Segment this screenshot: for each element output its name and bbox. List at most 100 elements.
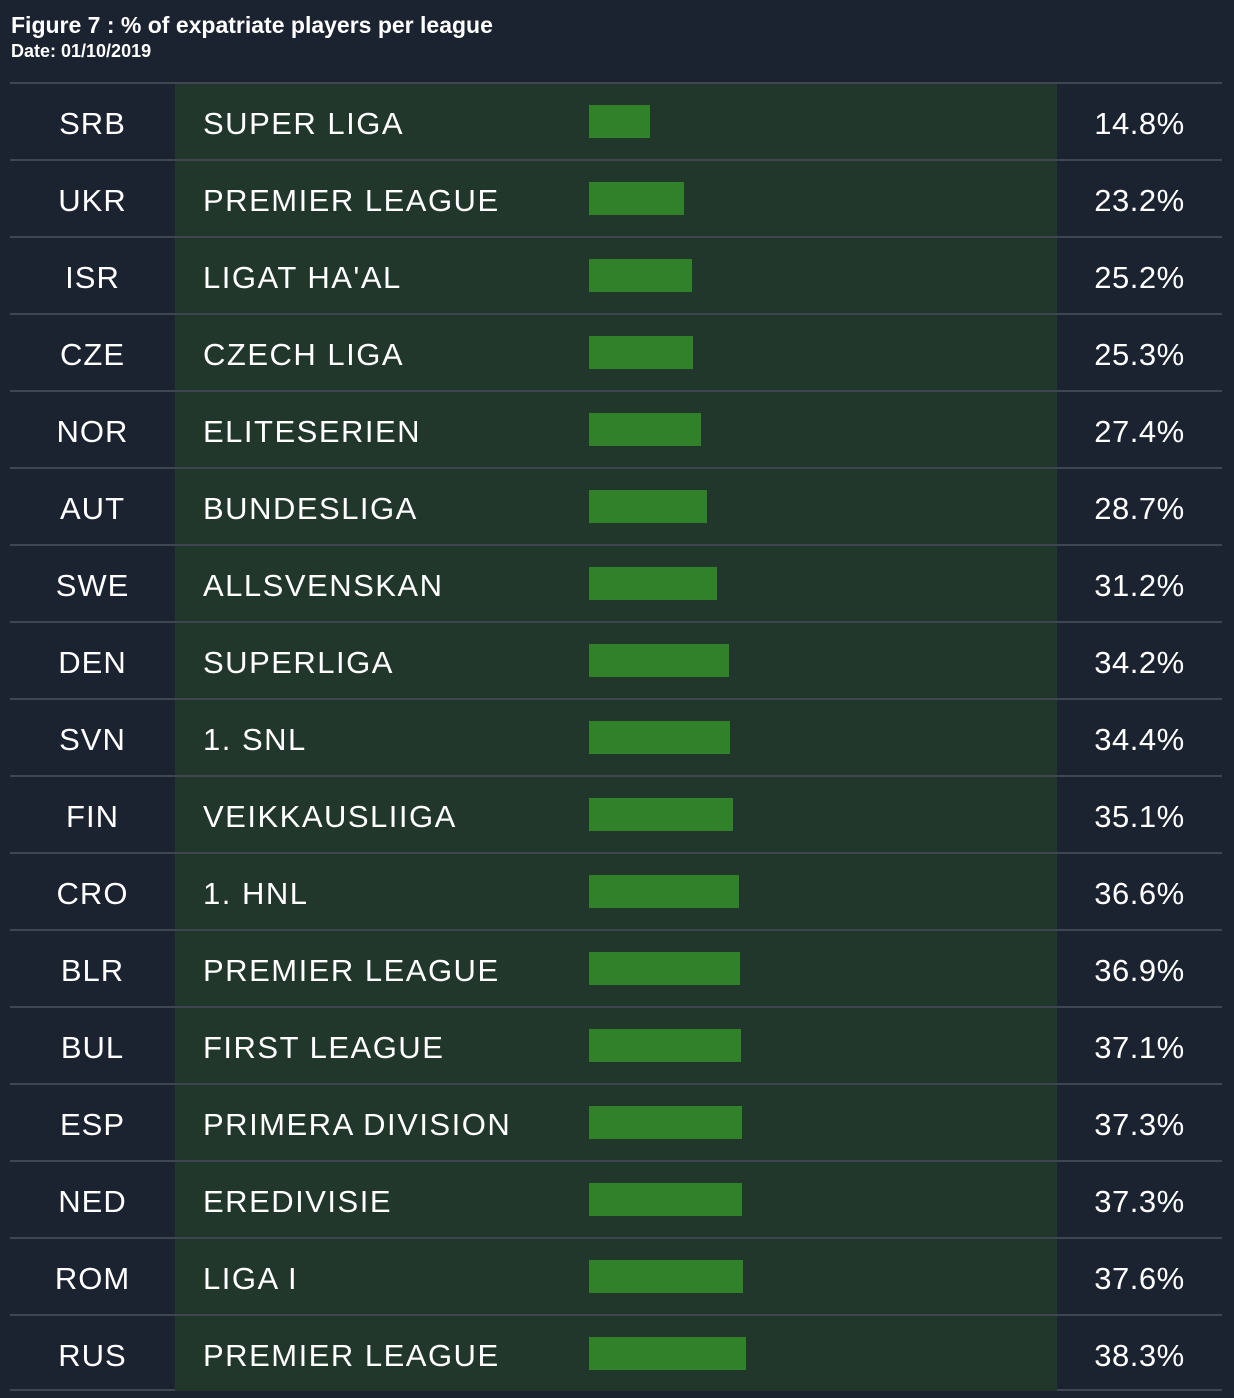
league-name: CZECH LIGA bbox=[203, 337, 405, 372]
country-code: FIN bbox=[66, 799, 119, 834]
bar-ned bbox=[589, 1183, 742, 1216]
bar-cro bbox=[589, 875, 739, 908]
league-name: 1. HNL bbox=[203, 876, 309, 911]
value-label: 37.1% bbox=[1094, 1030, 1185, 1065]
table-row: CZE CZECH LIGA 25.3% bbox=[10, 313, 1222, 390]
value-label: 37.6% bbox=[1094, 1261, 1185, 1296]
value-label: 38.3% bbox=[1094, 1338, 1185, 1373]
league-bar-cell: ALLSVENSKAN bbox=[175, 546, 1057, 621]
league-bar-cell: SUPER LIGA bbox=[175, 84, 1057, 159]
league-bar-cell: SUPERLIGA bbox=[175, 623, 1057, 698]
league-bar-cell: PREMIER LEAGUE bbox=[175, 1316, 1057, 1391]
country-code: SVN bbox=[59, 722, 126, 757]
league-bar-cell: 1. HNL bbox=[175, 854, 1057, 929]
value-label: 14.8% bbox=[1094, 106, 1185, 141]
bar-den bbox=[589, 644, 729, 677]
bar-rus bbox=[589, 1337, 746, 1370]
league-name: ELITESERIEN bbox=[203, 414, 422, 449]
table-row: SRB SUPER LIGA 14.8% bbox=[10, 82, 1222, 159]
country-code: SRB bbox=[59, 106, 126, 141]
country-code: DEN bbox=[58, 645, 127, 680]
league-bar-cell: EREDIVISIE bbox=[175, 1162, 1057, 1237]
league-name: ALLSVENSKAN bbox=[203, 568, 444, 603]
league-bar-cell: PRIMERA DIVISION bbox=[175, 1085, 1057, 1160]
country-code: RUS bbox=[58, 1338, 127, 1373]
bar-bul bbox=[589, 1029, 741, 1062]
value-label: 23.2% bbox=[1094, 183, 1185, 218]
table-row: DEN SUPERLIGA 34.2% bbox=[10, 621, 1222, 698]
league-name: SUPER LIGA bbox=[203, 106, 405, 141]
value-label: 27.4% bbox=[1094, 414, 1185, 449]
league-name: LIGAT HA'AL bbox=[203, 260, 402, 295]
table-row: BUL FIRST LEAGUE 37.1% bbox=[10, 1006, 1222, 1083]
country-code: AUT bbox=[60, 491, 125, 526]
bar-esp bbox=[589, 1106, 742, 1139]
table-row: ESP PRIMERA DIVISION 37.3% bbox=[10, 1083, 1222, 1160]
table-row: AUT BUNDESLIGA 28.7% bbox=[10, 467, 1222, 544]
bar-ukr bbox=[589, 182, 684, 215]
league-bar-cell: PREMIER LEAGUE bbox=[175, 161, 1057, 236]
bar-blr bbox=[589, 952, 740, 985]
league-name: EREDIVISIE bbox=[203, 1184, 392, 1219]
league-name: FIRST LEAGUE bbox=[203, 1030, 445, 1065]
table-row: NED EREDIVISIE 37.3% bbox=[10, 1160, 1222, 1237]
league-name: PREMIER LEAGUE bbox=[203, 953, 500, 988]
league-bar-cell: BUNDESLIGA bbox=[175, 469, 1057, 544]
value-label: 37.3% bbox=[1094, 1184, 1185, 1219]
league-bar-cell: 1. SNL bbox=[175, 700, 1057, 775]
table-row: SVN 1. SNL 34.4% bbox=[10, 698, 1222, 775]
league-bar-cell: LIGA I bbox=[175, 1239, 1057, 1314]
bar-cze bbox=[589, 336, 693, 369]
league-bar-cell: VEIKKAUSLIIGA bbox=[175, 777, 1057, 852]
value-label: 35.1% bbox=[1094, 799, 1185, 834]
country-code: ESP bbox=[59, 1107, 126, 1142]
value-label: 28.7% bbox=[1094, 491, 1185, 526]
league-name: BUNDESLIGA bbox=[203, 491, 418, 526]
league-bar-cell: ELITESERIEN bbox=[175, 392, 1057, 467]
value-label: 25.3% bbox=[1094, 337, 1185, 372]
value-label: 25.2% bbox=[1094, 260, 1185, 295]
table-row: UKR PREMIER LEAGUE 23.2% bbox=[10, 159, 1222, 236]
chart-title: Figure 7 : % of expatriate players per l… bbox=[11, 12, 493, 38]
value-label: 34.4% bbox=[1094, 722, 1185, 757]
league-bar-cell: LIGAT HA'AL bbox=[175, 238, 1057, 313]
league-name: PRIMERA DIVISION bbox=[203, 1107, 512, 1142]
league-bar-cell: PREMIER LEAGUE bbox=[175, 931, 1057, 1006]
table-row: BLR PREMIER LEAGUE 36.9% bbox=[10, 929, 1222, 1006]
table-row: FIN VEIKKAUSLIIGA 35.1% bbox=[10, 775, 1222, 852]
league-bar-cell: CZECH LIGA bbox=[175, 315, 1057, 390]
bar-fin bbox=[589, 798, 733, 831]
table-row: RUS PREMIER LEAGUE 38.3% bbox=[10, 1314, 1222, 1391]
value-label: 36.9% bbox=[1094, 953, 1185, 988]
bar-isr bbox=[589, 259, 692, 292]
country-code: SWE bbox=[55, 568, 130, 603]
country-code: NED bbox=[58, 1184, 127, 1219]
value-label: 36.6% bbox=[1094, 876, 1185, 911]
league-name: PREMIER LEAGUE bbox=[203, 1338, 500, 1373]
bar-srb bbox=[589, 105, 650, 138]
table-row: ISR LIGAT HA'AL 25.2% bbox=[10, 236, 1222, 313]
bar-nor bbox=[589, 413, 701, 446]
table-row: NOR ELITESERIEN 27.4% bbox=[10, 390, 1222, 467]
bar-rom bbox=[589, 1260, 743, 1293]
league-table: SRB SUPER LIGA 14.8% UKR PREMIER LEAGUE 23.2%… bbox=[10, 82, 1222, 1398]
table-row: CRO 1. HNL 36.6% bbox=[10, 852, 1222, 929]
bar-svn bbox=[589, 721, 730, 754]
league-name: SUPERLIGA bbox=[203, 645, 394, 680]
value-label: 31.2% bbox=[1094, 568, 1185, 603]
league-name: 1. SNL bbox=[203, 722, 307, 757]
country-code: BUL bbox=[60, 1030, 125, 1065]
country-code: ROM bbox=[54, 1261, 131, 1296]
country-code: ISR bbox=[65, 260, 120, 295]
table-row: ROM LIGA I 37.6% bbox=[10, 1237, 1222, 1314]
league-name: VEIKKAUSLIIGA bbox=[203, 799, 457, 834]
table-row: SWE ALLSVENSKAN 31.2% bbox=[10, 544, 1222, 621]
chart-date: Date: 01/10/2019 bbox=[11, 41, 152, 61]
league-name: PREMIER LEAGUE bbox=[203, 183, 500, 218]
country-code: NOR bbox=[56, 414, 129, 449]
country-code: UKR bbox=[58, 183, 127, 218]
country-code: BLR bbox=[60, 953, 125, 988]
country-code: CZE bbox=[60, 337, 125, 372]
league-name: LIGA I bbox=[203, 1261, 299, 1296]
bar-swe bbox=[589, 567, 717, 600]
